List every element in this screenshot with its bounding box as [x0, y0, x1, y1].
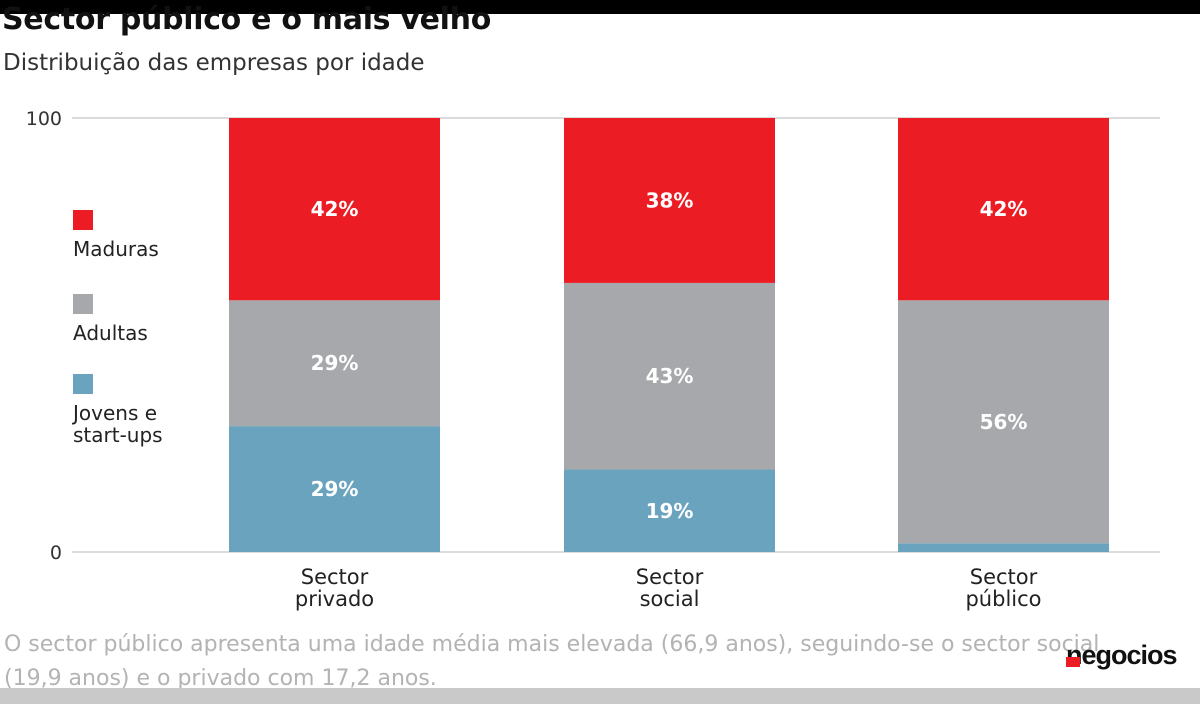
data-label: 56% — [980, 410, 1028, 434]
negocios-logo: negocios — [1066, 640, 1178, 670]
data-label: 38% — [646, 188, 694, 212]
legend-label: Maduras — [73, 237, 159, 261]
bar-segment — [564, 118, 775, 283]
data-label: 42% — [311, 197, 359, 221]
bar-segment — [229, 300, 440, 427]
legend-swatch — [73, 294, 93, 314]
x-tick-label: Sector — [301, 565, 369, 589]
bar-segment — [229, 426, 440, 552]
legend-label: Jovens e start-ups — [73, 401, 163, 447]
legend-swatch — [73, 210, 93, 230]
x-tick-label: público — [965, 587, 1041, 611]
x-tick-label: Sector — [636, 565, 704, 589]
stacked-bar-chart: 010029%29%42%Sectorprivado19%43%38%Secto… — [26, 108, 1160, 611]
legend-label: Adultas — [73, 321, 148, 345]
bottom-bar — [0, 688, 1200, 704]
x-tick-label: Sector — [970, 565, 1038, 589]
data-label: 43% — [646, 364, 694, 388]
data-label: 29% — [311, 351, 359, 375]
bar-segment — [229, 118, 440, 301]
data-label: 42% — [980, 197, 1028, 221]
data-label: 29% — [311, 477, 359, 501]
bar-segment — [898, 543, 1109, 552]
bar-segment — [898, 118, 1109, 301]
chart-title: Sector público e o mais velho — [2, 2, 492, 37]
chart-caption: O sector público apresenta uma idade méd… — [4, 632, 1100, 691]
x-tick-label: privado — [295, 587, 374, 611]
data-label: 19% — [646, 499, 694, 523]
bar-segment — [898, 300, 1109, 544]
legend-swatch — [73, 374, 93, 394]
chart-subtitle: Distribuição das empresas por idade — [3, 50, 425, 76]
y-tick-label: 100 — [26, 108, 62, 130]
bar-segment — [564, 282, 775, 470]
bar-segment — [564, 469, 775, 552]
y-tick-label: 0 — [50, 542, 62, 564]
top-bar — [0, 0, 1200, 14]
x-tick-label: social — [640, 587, 700, 611]
